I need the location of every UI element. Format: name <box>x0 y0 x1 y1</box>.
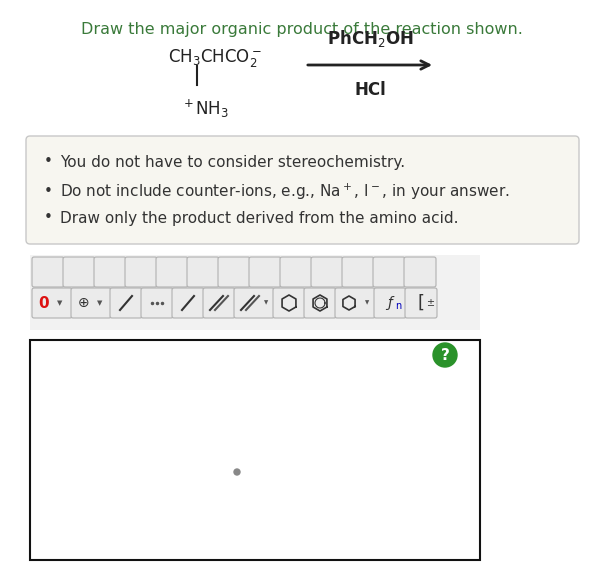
FancyBboxPatch shape <box>125 257 157 287</box>
FancyBboxPatch shape <box>32 257 64 287</box>
FancyBboxPatch shape <box>94 257 126 287</box>
Text: ▼: ▼ <box>365 301 369 306</box>
Circle shape <box>433 343 457 367</box>
Text: ▼: ▼ <box>57 300 63 306</box>
Text: $^+$NH$_3$: $^+$NH$_3$ <box>181 98 229 120</box>
Text: CH$_3$CHCO$_2^-$: CH$_3$CHCO$_2^-$ <box>168 47 262 69</box>
Text: ▼: ▼ <box>97 300 103 306</box>
Text: •: • <box>43 185 53 199</box>
FancyBboxPatch shape <box>234 288 274 318</box>
FancyBboxPatch shape <box>373 257 405 287</box>
FancyBboxPatch shape <box>304 288 336 318</box>
FancyBboxPatch shape <box>203 288 235 318</box>
Text: •: • <box>43 154 53 170</box>
FancyBboxPatch shape <box>63 257 95 287</box>
Text: 0: 0 <box>39 295 50 311</box>
Bar <box>30 340 480 560</box>
Text: Draw the major organic product of the reaction shown.: Draw the major organic product of the re… <box>81 22 523 37</box>
FancyBboxPatch shape <box>32 288 72 318</box>
Text: Draw only the product derived from the amino acid.: Draw only the product derived from the a… <box>60 211 458 225</box>
FancyBboxPatch shape <box>187 257 219 287</box>
FancyBboxPatch shape <box>218 257 250 287</box>
Text: ⊕: ⊕ <box>78 296 90 310</box>
Text: [: [ <box>417 294 425 312</box>
Text: HCl: HCl <box>354 81 386 99</box>
FancyBboxPatch shape <box>273 288 305 318</box>
FancyBboxPatch shape <box>342 257 374 287</box>
Text: •: • <box>43 211 53 225</box>
FancyBboxPatch shape <box>71 288 111 318</box>
Text: ?: ? <box>440 347 449 363</box>
FancyBboxPatch shape <box>156 257 188 287</box>
Text: ƒ: ƒ <box>388 296 393 310</box>
FancyBboxPatch shape <box>249 257 281 287</box>
FancyBboxPatch shape <box>404 257 436 287</box>
FancyBboxPatch shape <box>141 288 173 318</box>
Text: PhCH$_2$OH: PhCH$_2$OH <box>327 28 413 49</box>
Text: Do not include counter-ions, e.g., Na$^+$, I$^-$, in your answer.: Do not include counter-ions, e.g., Na$^+… <box>60 182 510 202</box>
FancyBboxPatch shape <box>26 136 579 244</box>
FancyBboxPatch shape <box>311 257 343 287</box>
Text: ▼: ▼ <box>264 301 268 306</box>
FancyBboxPatch shape <box>110 288 142 318</box>
FancyBboxPatch shape <box>172 288 204 318</box>
FancyBboxPatch shape <box>374 288 406 318</box>
Circle shape <box>234 469 240 475</box>
Text: ±: ± <box>426 298 434 308</box>
FancyBboxPatch shape <box>335 288 375 318</box>
Bar <box>30 255 480 330</box>
Text: You do not have to consider stereochemistry.: You do not have to consider stereochemis… <box>60 154 405 170</box>
FancyBboxPatch shape <box>280 257 312 287</box>
Text: n: n <box>395 301 401 311</box>
FancyBboxPatch shape <box>405 288 437 318</box>
